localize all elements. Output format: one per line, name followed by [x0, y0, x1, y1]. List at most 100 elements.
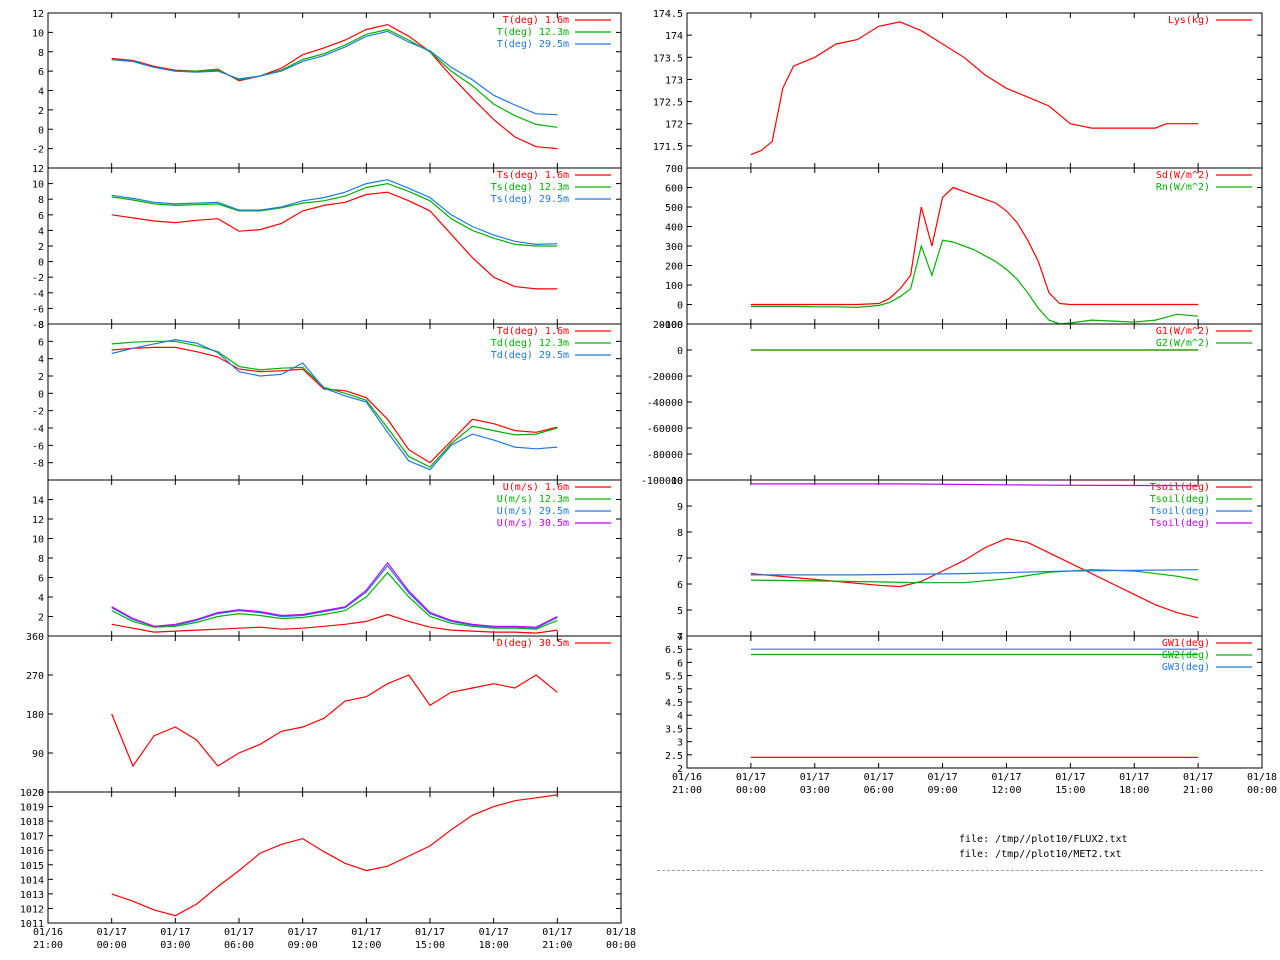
- series-line-q2-0: [750, 186, 1199, 306]
- series-line-p2-2: [111, 179, 558, 246]
- y-tick-label: 180: [26, 710, 44, 721]
- y-tick-label: -6: [32, 304, 44, 315]
- x-tick-label-date: 01/17: [800, 772, 830, 783]
- y-tick-label: 8: [677, 528, 683, 539]
- plot-p6: 1011 1012 1013 1014 1015 1016 1017 1018 1019 1020…: [20, 788, 636, 951]
- x-tick-label-time: 06:00: [224, 940, 254, 951]
- y-tick-label: 8: [38, 320, 44, 331]
- x-tick-label-time: 03:00: [800, 785, 830, 796]
- plot-q4: 45678910Tsoil(deg)Tsoil(deg)Tsoil(deg)Ts…: [671, 476, 1263, 643]
- x-tick-label-date: 01/17: [479, 927, 509, 938]
- y-tick-label: 1014: [20, 875, 44, 886]
- legend-label: Ts(deg) 29.5m: [491, 194, 569, 205]
- y-tick-label: 8: [38, 554, 44, 565]
- legend-label: Td(deg) 12.3m: [491, 338, 569, 349]
- plot-q2: -100 0 100 200 300 400 500 600 700 Sd(W/m^2)Rn(W/…: [659, 164, 1263, 331]
- legend-label: U(m/s) 12.3m: [497, 494, 569, 505]
- y-tick-label: 12: [32, 164, 44, 175]
- y-tick-label: 10: [32, 28, 44, 39]
- y-tick-label: 173: [665, 75, 683, 86]
- y-tick-label: 6: [677, 580, 683, 591]
- x-tick-label-time: 21:00: [33, 940, 63, 951]
- plot-frame: [686, 12, 1263, 169]
- y-tick-label: 4: [38, 226, 44, 237]
- y-tick-label: -2: [32, 273, 44, 284]
- x-tick-label-date: 01/16: [672, 772, 702, 783]
- y-tick-label: -8: [32, 320, 44, 331]
- y-tick-label: 200: [665, 262, 683, 273]
- y-tick-label: 4: [38, 87, 44, 98]
- series-line-p4-2: [111, 564, 558, 629]
- legend-label: Sd(W/m^2): [1156, 170, 1210, 181]
- y-tick-label: 172.5: [653, 98, 683, 109]
- legend-label: GW1(deg): [1162, 638, 1210, 649]
- series-line-q4-3: [750, 483, 1199, 487]
- y-tick-label: 1013: [20, 890, 44, 901]
- y-tick-label: -20000: [647, 372, 683, 383]
- x-tick-label-time: 15:00: [1055, 785, 1085, 796]
- y-tick-label: 0: [677, 346, 683, 357]
- x-tick-label-time: 09:00: [928, 785, 958, 796]
- y-tick-label: 3: [677, 738, 683, 749]
- x-tick-label-time: 09:00: [288, 940, 318, 951]
- legend-label: T(deg) 1.6m: [503, 15, 569, 26]
- y-tick-label: -60000: [647, 424, 683, 435]
- y-tick-label: 7: [677, 554, 683, 565]
- x-tick-label-time: 12:00: [351, 940, 381, 951]
- legend-label: Td(deg) 29.5m: [491, 350, 569, 361]
- y-tick-label: 10: [32, 535, 44, 546]
- series-line-p1-2: [111, 30, 558, 116]
- legend-label: Tsoil(deg): [1150, 518, 1210, 529]
- legend-label: U(m/s) 1.6m: [503, 482, 569, 493]
- x-tick-label-date: 01/17: [736, 772, 766, 783]
- y-tick-label: 7: [677, 632, 683, 643]
- y-tick-label: 1016: [20, 846, 44, 857]
- series-line-p4-0: [111, 613, 558, 634]
- y-tick-label: 360: [26, 632, 44, 643]
- x-tick-label-date: 01/17: [97, 927, 127, 938]
- plot-p1: -2 0 2 4 6 8 10 12 T(deg) 1.6mT(deg) 12.3mT(deg)…: [32, 9, 622, 169]
- y-tick-label: -100: [659, 320, 683, 331]
- series-line-p3-1: [111, 340, 558, 468]
- x-tick-label-time: 21:00: [1183, 785, 1213, 796]
- x-tick-label-date: 01/17: [864, 772, 894, 783]
- legend-label: G1(W/m^2): [1156, 326, 1210, 337]
- y-tick-label: 1018: [20, 817, 44, 828]
- series-line-p2-1: [111, 182, 558, 247]
- legend-label: D(deg) 30.5m: [497, 638, 569, 649]
- y-tick-label: -8: [32, 459, 44, 470]
- legend-label: U(m/s) 30.5m: [497, 518, 569, 529]
- series-line-p2-0: [111, 191, 558, 290]
- y-tick-label: 10: [32, 180, 44, 191]
- plot-frame: [47, 791, 622, 924]
- series-line-q4-0: [750, 537, 1199, 619]
- legend-label: G2(W/m^2): [1156, 338, 1210, 349]
- x-tick-label-date: 01/17: [288, 927, 318, 938]
- series-line-p4-1: [111, 571, 558, 630]
- y-tick-label: -4: [32, 289, 44, 300]
- series-line-p3-2: [111, 338, 558, 471]
- x-tick-label-time: 18:00: [479, 940, 509, 951]
- y-tick-label: 8: [38, 48, 44, 59]
- legend-label: U(m/s) 29.5m: [497, 506, 569, 517]
- y-tick-label: -40000: [647, 398, 683, 409]
- x-tick-label-date: 01/17: [1183, 772, 1213, 783]
- legend-label: T(deg) 12.3m: [497, 27, 569, 38]
- y-tick-label: -100000: [641, 476, 683, 487]
- legend-label: Ts(deg) 1.6m: [497, 170, 569, 181]
- x-tick-label-date: 01/18: [1247, 772, 1277, 783]
- y-tick-label: 5: [677, 685, 683, 696]
- x-tick-label-time: 00:00: [1247, 785, 1277, 796]
- y-tick-label: 400: [665, 223, 683, 234]
- x-tick-label-date: 01/16: [33, 927, 63, 938]
- x-tick-label-date: 01/18: [606, 927, 636, 938]
- y-tick-label: 2: [38, 613, 44, 624]
- y-tick-label: -6: [32, 441, 44, 452]
- x-tick-label-time: 06:00: [864, 785, 894, 796]
- y-tick-label: -4: [32, 424, 44, 435]
- y-tick-label: 2.5: [665, 751, 683, 762]
- y-tick-label: 4: [38, 355, 44, 366]
- y-tick-label: 500: [665, 203, 683, 214]
